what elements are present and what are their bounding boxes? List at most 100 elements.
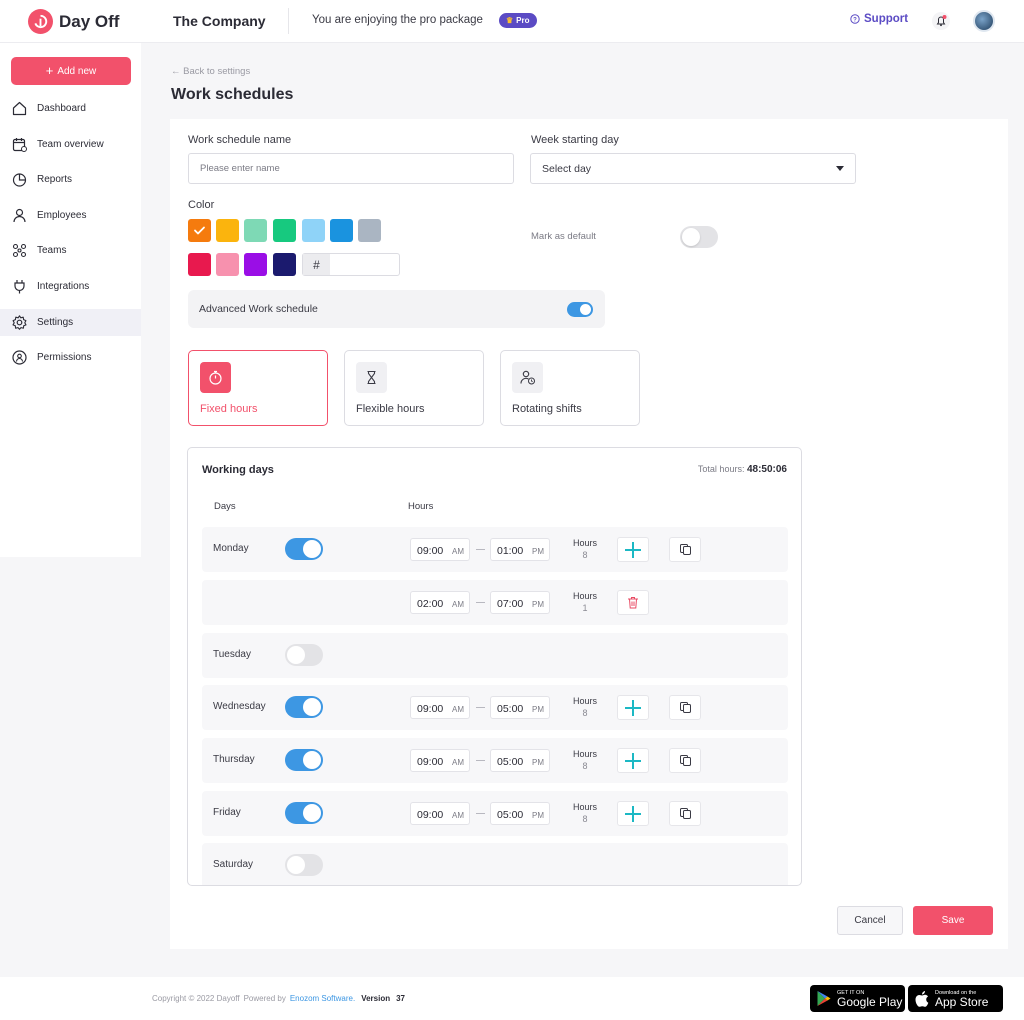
start-time-value: 02:00 — [417, 598, 444, 610]
fixed-hours-option[interactable]: Fixed hours — [188, 350, 328, 426]
notifications-bell-icon[interactable] — [932, 12, 950, 30]
toggle-knob — [287, 646, 305, 664]
cancel-button[interactable]: Cancel — [837, 906, 903, 935]
toggle-knob — [303, 698, 321, 716]
sidebar-item-teams[interactable]: Teams — [0, 237, 141, 264]
rotating-shifts-option[interactable]: Rotating shifts — [500, 350, 640, 426]
add-shift-button[interactable] — [617, 801, 649, 826]
color-swatch-orange[interactable] — [188, 219, 211, 242]
end-time-input[interactable]: 05:00 PM — [490, 749, 550, 772]
add-shift-button[interactable] — [617, 537, 649, 562]
sidebar-item-team-overview[interactable]: Team overview — [0, 131, 141, 158]
color-swatch-navy[interactable] — [273, 253, 296, 276]
copy-button[interactable] — [669, 537, 701, 562]
app-logo[interactable]: Day Off — [28, 9, 119, 34]
color-swatch-green[interactable] — [273, 219, 296, 242]
day-toggle-monday[interactable] — [285, 538, 323, 560]
day-toggle-tuesday[interactable] — [285, 644, 323, 666]
start-time-input[interactable]: 02:00 AM — [410, 591, 470, 614]
color-swatch-mint[interactable] — [244, 219, 267, 242]
sidebar-item-dashboard[interactable]: Dashboard — [0, 95, 141, 122]
plus-icon: + — [45, 63, 54, 78]
start-ampm: AM — [452, 811, 464, 820]
save-button[interactable]: Save — [913, 906, 993, 935]
arrow-left-icon: ← — [171, 66, 181, 77]
days-column-header: Days — [214, 501, 236, 512]
copy-button[interactable] — [669, 748, 701, 773]
google-play-badge[interactable]: GET IT ON Google Play — [810, 985, 905, 1012]
flexible-hours-option[interactable]: Flexible hours — [344, 350, 484, 426]
start-ampm: AM — [452, 600, 464, 609]
mark-default-toggle[interactable] — [680, 226, 718, 248]
end-time-input[interactable]: 07:00 PM — [490, 591, 550, 614]
sidebar-item-label: Team overview — [37, 139, 104, 150]
week-start-select[interactable]: Select day — [530, 153, 856, 184]
app-store-small-text: Download on the — [935, 989, 977, 996]
toggle-knob — [303, 804, 321, 822]
day-name: Tuesday — [213, 649, 251, 660]
sidebar-item-permissions[interactable]: Permissions — [0, 344, 141, 371]
sidebar-item-settings[interactable]: Settings — [0, 309, 141, 336]
start-time-input[interactable]: 09:00 AM — [410, 538, 470, 561]
user-avatar[interactable] — [973, 10, 995, 32]
end-time-input[interactable]: 05:00 PM — [490, 696, 550, 719]
plus-icon — [625, 805, 641, 822]
support-link[interactable]: ? Support — [850, 13, 908, 25]
color-swatch-red[interactable] — [188, 253, 211, 276]
back-to-settings-link[interactable]: ← Back to settings — [171, 66, 250, 77]
day-toggle-friday[interactable] — [285, 802, 323, 824]
pie-chart-icon — [12, 173, 27, 187]
advanced-schedule-toggle[interactable] — [567, 302, 593, 317]
sidebar-item-employees[interactable]: Employees — [0, 202, 141, 229]
start-time-input[interactable]: 09:00 AM — [410, 696, 470, 719]
add-shift-button[interactable] — [617, 695, 649, 720]
add-new-button[interactable]: + Add new — [11, 57, 131, 85]
schedule-name-input[interactable]: Please enter name — [188, 153, 514, 184]
svg-text:?: ? — [853, 17, 857, 23]
day-toggle-wednesday[interactable] — [285, 696, 323, 718]
time-separator — [476, 707, 485, 708]
copy-icon — [679, 702, 691, 713]
color-swatch-purple[interactable] — [244, 253, 267, 276]
add-shift-button[interactable] — [617, 748, 649, 773]
footer-credits: Copyright © 2022 Dayoff Powered by Enozo… — [152, 994, 405, 1003]
end-time-input[interactable]: 05:00 PM — [490, 802, 550, 825]
start-time-input[interactable]: 09:00 AM — [410, 802, 470, 825]
copyright-text: Copyright © 2022 Dayoff — [152, 994, 240, 1003]
footer: Copyright © 2022 Dayoff Powered by Enozo… — [0, 977, 1024, 1020]
app-name: Day Off — [59, 11, 120, 31]
color-swatch-gray[interactable] — [358, 219, 381, 242]
start-time-input[interactable]: 09:00 AM — [410, 749, 470, 772]
day-row-wednesday: Wednesday 09:00 AM 05:00 PM Hours 8 — [202, 685, 788, 730]
copy-button[interactable] — [669, 801, 701, 826]
working-days-panel: Working days Total hours: 48:50:06 Days … — [187, 447, 802, 886]
app-store-badge[interactable]: Download on the App Store — [908, 985, 1003, 1012]
team-icon — [12, 243, 27, 258]
color-swatch-yellow[interactable] — [216, 219, 239, 242]
copy-button[interactable] — [669, 695, 701, 720]
hash-symbol: # — [303, 254, 330, 275]
total-hours: Total hours: 48:50:06 — [698, 464, 787, 475]
gear-icon — [12, 315, 27, 330]
total-hours-label: Total hours: — [697, 464, 745, 474]
delete-shift-button[interactable] — [617, 590, 649, 615]
custom-color-input[interactable]: # — [302, 253, 400, 276]
sidebar-item-label: Teams — [37, 245, 67, 256]
color-swatch-light-blue[interactable] — [302, 219, 325, 242]
color-swatch-pink[interactable] — [216, 253, 239, 276]
sidebar-item-label: Integrations — [37, 281, 90, 292]
plug-icon — [14, 280, 25, 294]
hours-value: 8 — [582, 761, 588, 771]
day-toggle-thursday[interactable] — [285, 749, 323, 771]
help-icon: ? — [850, 14, 860, 24]
day-toggle-saturday[interactable] — [285, 854, 323, 876]
end-time-input[interactable]: 01:00 PM — [490, 538, 550, 561]
hours-label: Hours — [572, 802, 597, 812]
sidebar-item-integrations[interactable]: Integrations — [0, 273, 141, 300]
sidebar-item-reports[interactable]: Reports — [0, 166, 141, 193]
enozom-link[interactable]: Enozom Software. — [289, 994, 356, 1003]
schedule-name-label: Work schedule name — [188, 134, 292, 146]
end-ampm: PM — [532, 811, 544, 820]
color-swatch-blue[interactable] — [330, 219, 353, 242]
crown-icon: ♛ — [506, 16, 514, 25]
